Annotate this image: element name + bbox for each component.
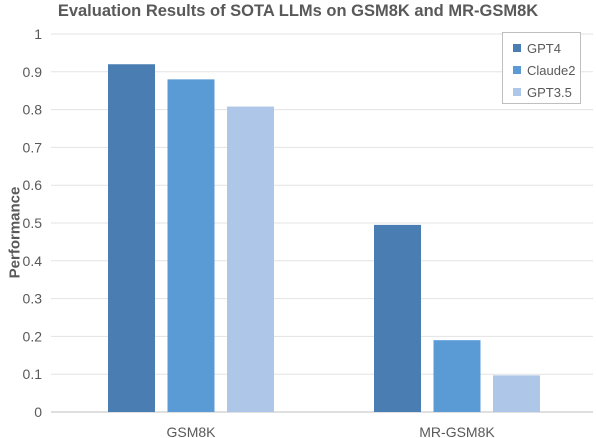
y-tick-label: 0.8 bbox=[23, 102, 43, 118]
y-tick-label: 0.5 bbox=[23, 215, 43, 231]
legend-label: GPT4 bbox=[527, 40, 561, 56]
y-tick-label: 0 bbox=[34, 404, 42, 420]
chart-title: Evaluation Results of SOTA LLMs on GSM8K… bbox=[57, 2, 539, 20]
y-tick-label: 0.9 bbox=[23, 64, 43, 80]
legend-label: Claude2 bbox=[527, 62, 576, 78]
legend-label: GPT3.5 bbox=[527, 84, 572, 100]
bar-claude2-gsm8k bbox=[167, 79, 215, 413]
legend-item-gpt35: GPT3.5 bbox=[503, 81, 580, 103]
x-tick-label: MR-GSM8K bbox=[419, 424, 495, 438]
legend: GPT4 Claude2 GPT3.5 bbox=[502, 32, 581, 104]
y-tick-labels: 0 0.1 0.2 0.3 0.4 0.5 0.6 0.7 0.8 0.9 1 bbox=[23, 26, 43, 420]
legend-swatch bbox=[513, 44, 521, 52]
bar-gpt35-mr-gsm8k bbox=[493, 375, 540, 412]
bars bbox=[108, 64, 540, 413]
bar-gpt4-mr-gsm8k bbox=[374, 224, 421, 412]
y-tick-label: 0.7 bbox=[23, 139, 43, 155]
legend-item-claude2: Claude2 bbox=[503, 59, 580, 81]
y-tick-label: 0.3 bbox=[23, 291, 43, 307]
x-tick-label: GSM8K bbox=[166, 424, 216, 438]
legend-swatch bbox=[513, 66, 521, 74]
y-tick-label: 0.6 bbox=[23, 177, 43, 193]
legend-item-gpt4: GPT4 bbox=[503, 37, 580, 59]
y-tick-label: 0.2 bbox=[23, 328, 43, 344]
y-tick-label: 0.4 bbox=[23, 253, 43, 269]
bar-claude2-mr-gsm8k bbox=[433, 340, 481, 412]
y-tick-label: 0.1 bbox=[23, 366, 43, 382]
y-tick-label: 1 bbox=[34, 26, 42, 42]
bar-gpt35-gsm8k bbox=[227, 106, 274, 413]
bar-gpt4-gsm8k bbox=[108, 64, 155, 413]
legend-swatch bbox=[513, 88, 521, 96]
x-tick-labels: GSM8K MR-GSM8K bbox=[166, 424, 495, 438]
